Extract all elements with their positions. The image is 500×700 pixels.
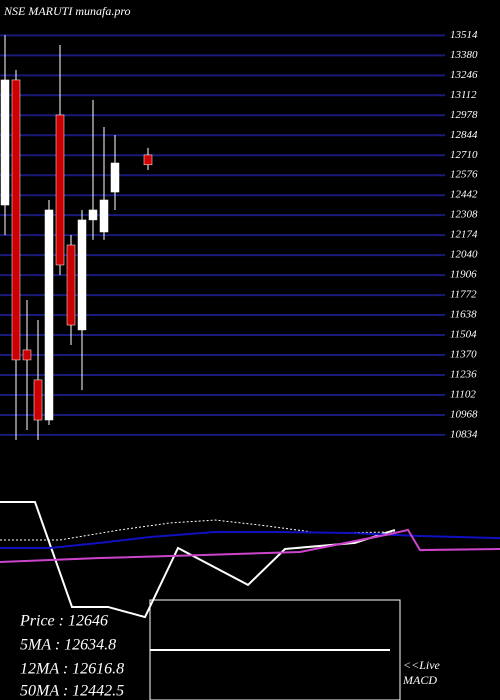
candle-body [143, 154, 153, 166]
y-tick-label: 12576 [450, 169, 478, 181]
y-tick-label: 11102 [450, 389, 476, 401]
y-tick-label: 13112 [450, 89, 477, 101]
y-tick-label: 11236 [450, 369, 477, 381]
y-tick-label: 11504 [450, 329, 477, 341]
candle-body [33, 379, 43, 421]
y-tick-label: 12978 [450, 109, 478, 121]
candle-body [110, 162, 120, 193]
candle-body [0, 79, 10, 206]
y-tick-label: 12442 [450, 189, 478, 201]
chart-title: NSE MARUTI munafa.pro [3, 4, 131, 18]
line-series [0, 531, 500, 549]
y-tick-label: 11638 [450, 309, 477, 321]
y-tick-label: 12710 [450, 149, 478, 161]
y-tick-label: 11906 [450, 269, 477, 281]
candle-body [55, 114, 65, 266]
macd-label: MACD [402, 673, 437, 687]
y-tick-label: 10968 [450, 408, 478, 420]
y-tick-label: 11772 [450, 289, 477, 301]
candle-body [44, 209, 54, 421]
candle-body [99, 199, 109, 233]
y-tick-label: 12040 [450, 249, 478, 261]
info-5ma: 5MA : 12634.8 [20, 637, 116, 654]
y-tick-label: 12174 [450, 229, 478, 241]
y-tick-label: 12308 [450, 209, 478, 221]
candle-body [88, 209, 98, 221]
y-tick-label: 11370 [450, 349, 477, 361]
candle-body [11, 79, 21, 361]
candle-body [22, 349, 32, 361]
live-label: <<Live [403, 658, 441, 672]
line-series [0, 500, 396, 619]
line-series [0, 528, 500, 564]
y-tick-label: 13380 [450, 49, 478, 61]
y-tick-label: 13514 [450, 29, 478, 41]
info-50ma: 50MA : 12442.5 [20, 683, 124, 700]
candle-body [66, 244, 76, 326]
info-price: Price : 12646 [19, 613, 108, 630]
info-12ma: 12MA : 12616.8 [20, 661, 124, 678]
candle-body [77, 219, 87, 331]
y-tick-label: 13246 [450, 69, 478, 81]
y-tick-label: 10834 [450, 428, 478, 440]
y-tick-label: 12844 [450, 129, 478, 141]
